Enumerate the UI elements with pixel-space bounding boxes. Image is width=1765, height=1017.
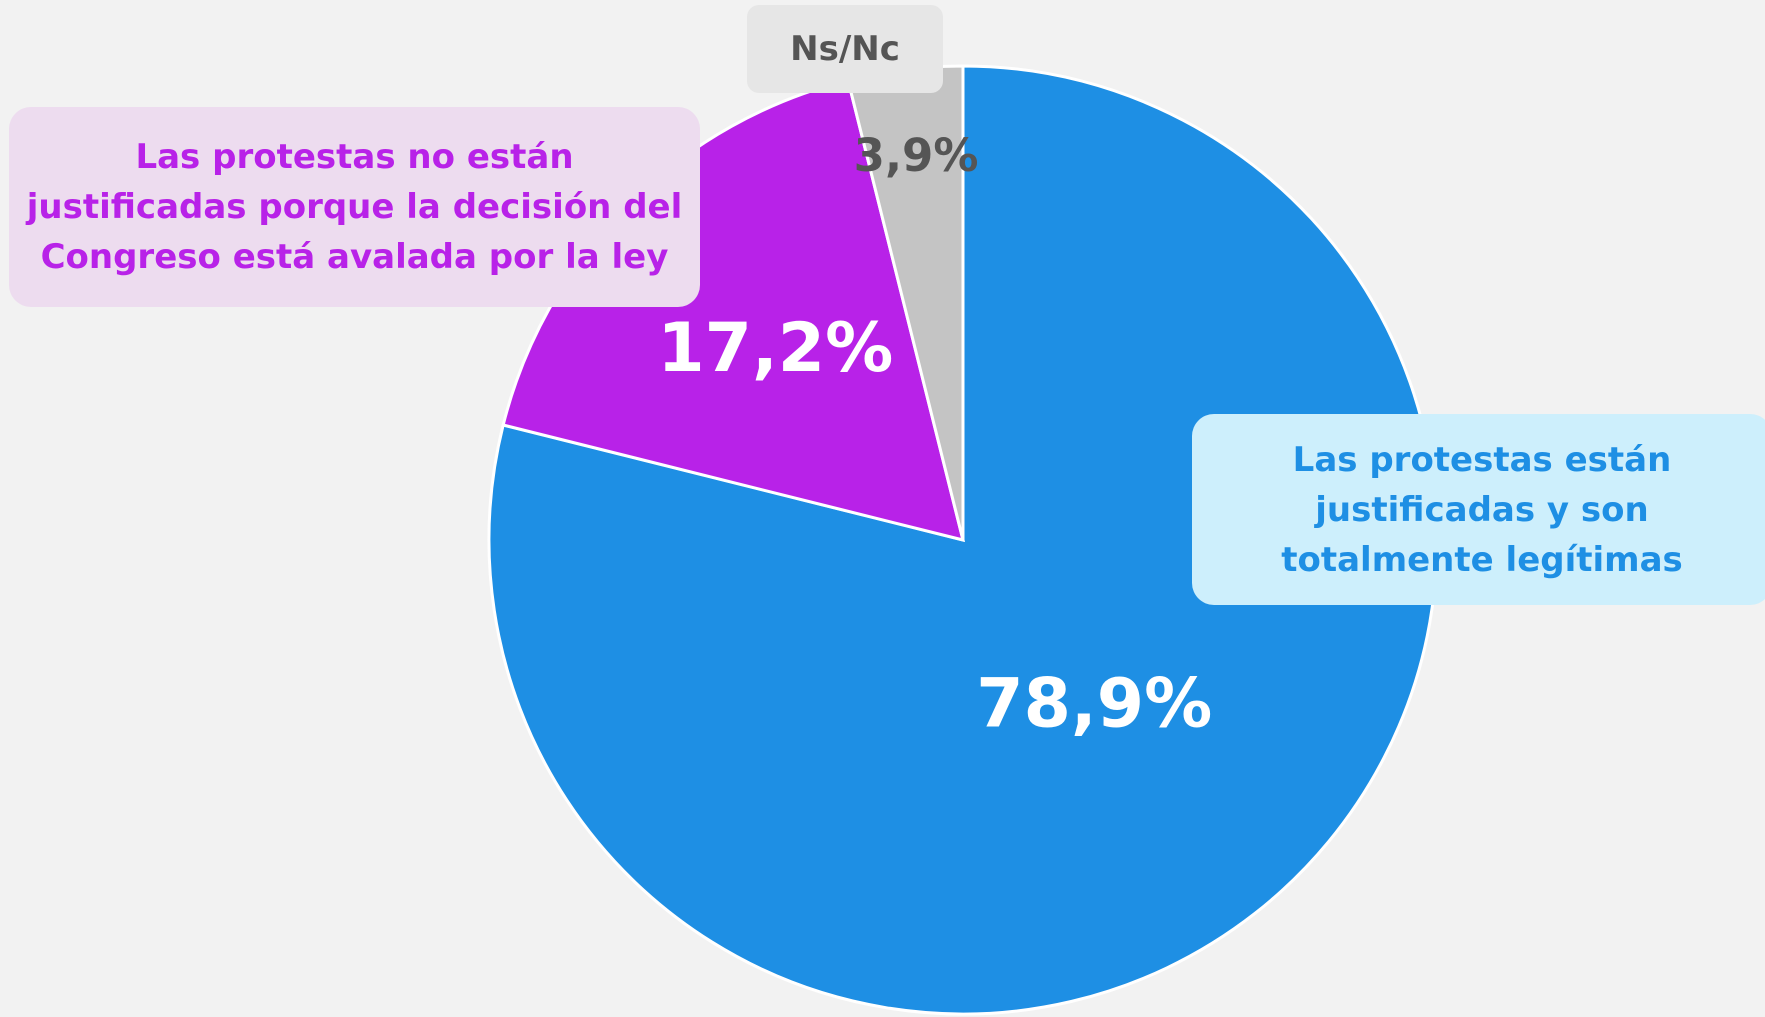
category-label: Ns/Nc	[747, 5, 943, 93]
value-label: 17,2%	[657, 309, 893, 388]
value-label: 3,9%	[854, 129, 979, 182]
category-label: Las protestas no están justificadas porq…	[9, 107, 700, 307]
category-label: Las protestas están justificadas y son t…	[1192, 414, 1765, 605]
value-label: 78,9%	[976, 665, 1212, 744]
